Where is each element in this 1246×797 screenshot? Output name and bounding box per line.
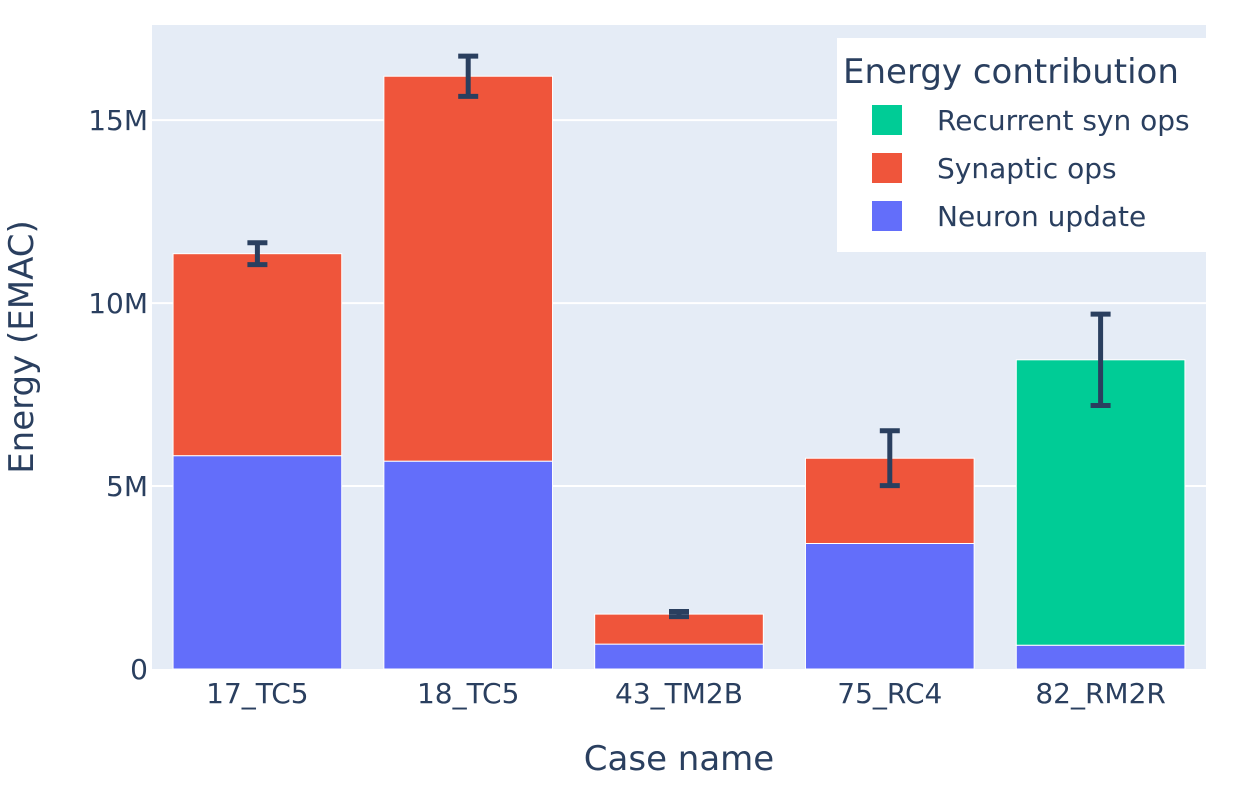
x-axis-ticks: 17_TC5 18_TC5 43_TM2B 75_RC4 82_RM2R	[206, 677, 1166, 710]
legend-items: Recurrent syn ops Synaptic ops Neuron upda…	[872, 104, 1190, 233]
bar-segment	[1015, 644, 1186, 670]
legend-swatch	[872, 153, 902, 183]
x-axis-title: Case name	[584, 739, 774, 779]
bar-segment	[172, 455, 343, 670]
legend-label: Neuron update	[937, 200, 1146, 233]
bar-segment	[172, 253, 343, 457]
error-bars	[247, 53, 1111, 620]
bar-segment	[383, 75, 554, 462]
x-tick-label: 75_RC4	[837, 677, 942, 710]
x-tick-label: 82_RM2R	[1035, 677, 1166, 710]
y-tick-label: 15M	[88, 104, 148, 137]
legend: Energy contribution Recurrent syn ops Syn…	[837, 38, 1206, 252]
x-tick-label: 17_TC5	[206, 677, 308, 710]
y-tick-label: 10M	[88, 287, 148, 320]
y-axis-title: Energy (EMAC)	[2, 220, 42, 474]
y-tick-label: 0	[130, 653, 148, 686]
legend-swatch	[872, 201, 902, 231]
x-tick-label: 43_TM2B	[615, 677, 743, 710]
x-tick-label: 18_TC5	[417, 677, 519, 710]
legend-label: Recurrent syn ops	[937, 104, 1190, 137]
legend-label: Synaptic ops	[937, 152, 1117, 185]
y-tick-label: 5M	[106, 470, 148, 503]
bar-segment	[383, 460, 554, 670]
legend-swatch	[872, 105, 902, 135]
bar-segment	[804, 542, 975, 670]
y-axis-ticks: 0 5M 10M 15M	[88, 104, 148, 686]
legend-title: Energy contribution	[843, 52, 1179, 92]
bar-segment	[594, 643, 764, 670]
